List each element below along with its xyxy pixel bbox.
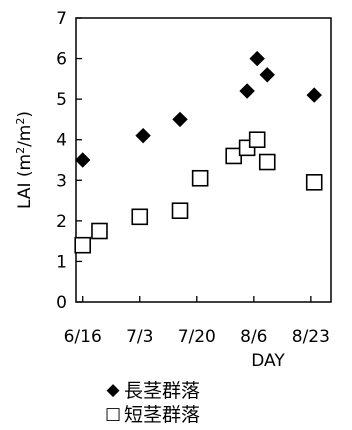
legend-item-short-stem: □ 短茎群落: [102, 400, 200, 427]
x-axis-ticks: 6/16 7/3 7/20 8/6 8/23: [64, 296, 330, 347]
plot-frame: [75, 17, 332, 303]
data-points: [74, 50, 323, 254]
long-stem-point: [239, 83, 255, 99]
y-tick-label: 4: [56, 131, 67, 151]
short-stem-point: [171, 202, 189, 220]
long-stem-point: [259, 67, 275, 83]
short-stem-point: [74, 236, 92, 254]
y-tick-label: 1: [56, 252, 67, 272]
y-tick-label: 0: [56, 293, 67, 313]
long-stem-point: [135, 127, 151, 144]
legend-label-long-stem: 長茎群落: [124, 380, 201, 402]
x-axis-title: DAY: [251, 351, 285, 371]
short-stem-point: [91, 222, 108, 240]
y-axis-title: LAI (m2/m2): [14, 111, 35, 209]
y-tick-label: 6: [56, 50, 67, 70]
long-stem-point: [75, 152, 91, 168]
y-tick-label: 5: [56, 90, 67, 110]
x-tick-label: 6/16: [64, 327, 102, 347]
x-tick-label: 8/23: [292, 327, 330, 347]
short-stem-point: [305, 174, 323, 191]
legend-label-short-stem: 短茎群落: [124, 404, 201, 426]
y-tick-label: 2: [56, 212, 67, 232]
y-axis-ticks: 0 1 2 3 4 5 6 7: [56, 9, 82, 313]
short-stem-point: [258, 153, 276, 171]
long-stem-point: [172, 111, 188, 128]
x-tick-label: 7/3: [126, 327, 153, 347]
x-tick-label: 8/6: [240, 327, 267, 347]
short-stem-point: [248, 131, 266, 149]
short-stem-point: [191, 169, 209, 187]
short-stem-point: [131, 208, 149, 226]
y-tick-label: 3: [56, 171, 67, 191]
y-tick-label: 7: [56, 9, 67, 29]
filled-diamond-icon: ◆: [106, 379, 120, 400]
x-tick-label: 7/20: [178, 327, 216, 347]
long-stem-point: [249, 50, 265, 67]
long-stem-point: [306, 87, 322, 103]
open-square-icon: □: [104, 403, 122, 424]
legend-item-long-stem: ◆ 長茎群落: [102, 376, 200, 403]
